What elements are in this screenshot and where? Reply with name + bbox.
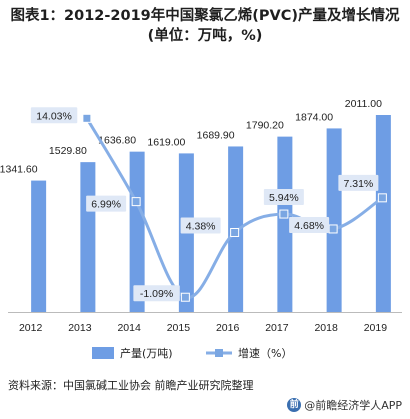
line-marker-2016: [230, 228, 240, 238]
line-marker-2015: [180, 292, 190, 302]
bar-label-2012: 1341.60: [0, 164, 38, 176]
bar-label-2014: 1636.80: [98, 135, 136, 147]
line-label-2014: 6.99%: [91, 199, 121, 211]
bar-2019: [375, 115, 391, 312]
line-label-2015: -1.09%: [140, 288, 173, 300]
line-label-2017: 5.94%: [269, 192, 299, 204]
line-label-2016: 4.38%: [186, 221, 216, 233]
x-tick-2018: 2018: [314, 322, 338, 334]
line-label-2019: 7.31%: [343, 178, 373, 190]
watermark-logo-icon: 前: [287, 398, 302, 412]
line-label-2013: 14.03%: [36, 110, 72, 122]
x-tick-2017: 2017: [265, 322, 289, 334]
line-marker-2018: [328, 224, 338, 234]
line-label-bg-2019: [338, 174, 379, 191]
legend-line-label: 增速（%）: [238, 346, 292, 360]
bar-label-2017: 1790.20: [246, 120, 284, 132]
line-label-bg-2018: [289, 216, 330, 233]
line-marker-2017: [279, 209, 289, 219]
legend-line-marker: [215, 349, 223, 357]
x-tick-2015: 2015: [167, 322, 191, 334]
bar-label-2019: 2011.00: [345, 98, 382, 110]
legend: 产量(万吨) 增速（%）: [92, 346, 292, 360]
line-marker-2014: [131, 197, 141, 207]
line-marker-2013: [82, 113, 92, 123]
line-marker-2019: [377, 193, 387, 203]
line-label-bg-2016: [180, 217, 221, 234]
line-layer: 14.03% 6.99% -1.09% 4.38% 5.94% 4.68% 7.31%: [30, 107, 387, 302]
line-label-bg-2013: [30, 107, 78, 124]
line-label-bg-2014: [86, 195, 127, 212]
bar-label-2015: 1619.00: [147, 136, 185, 148]
line-label-bg-2015: [133, 285, 180, 302]
bar-labels-layer: 1341.60 1529.80 1636.80 1619.00 1689.90 1790.…: [0, 98, 382, 176]
bar-2013: [80, 162, 96, 312]
bar-2018: [326, 128, 342, 312]
x-axis: 2012 2013 2014 2015 2016 2017 2018 2019: [8, 312, 402, 334]
legend-bar-label: 产量(万吨): [120, 346, 173, 360]
x-tick-2013: 2013: [68, 322, 92, 334]
line-label-bg-2017: [263, 189, 304, 206]
bar-2012: [31, 180, 47, 312]
x-tick-2012: 2012: [19, 322, 43, 334]
bar-label-2018: 1874.00: [295, 111, 333, 123]
bar-label-2016: 1689.90: [197, 129, 235, 141]
watermark: 前 @前瞻经济学人APP: [287, 397, 402, 413]
x-tick-2019: 2019: [364, 322, 388, 334]
legend-bar-swatch: [92, 347, 114, 359]
chart-title: 图表1：2012-2019年中国聚氯乙烯(PVC)产量及增长情况(单位：万吨，%…: [10, 8, 400, 44]
bar-label-2013: 1529.80: [49, 145, 87, 157]
x-tick-2016: 2016: [216, 322, 240, 334]
bar-2014: [129, 151, 145, 312]
watermark-text: @前瞻经济学人APP: [304, 399, 402, 412]
bar-2017: [277, 136, 293, 312]
line-label-2018: 4.68%: [294, 220, 324, 232]
x-tick-2014: 2014: [117, 322, 141, 334]
source-note: 资料来源：中国氯碱工业协会 前瞻产业研究院整理: [8, 379, 254, 392]
